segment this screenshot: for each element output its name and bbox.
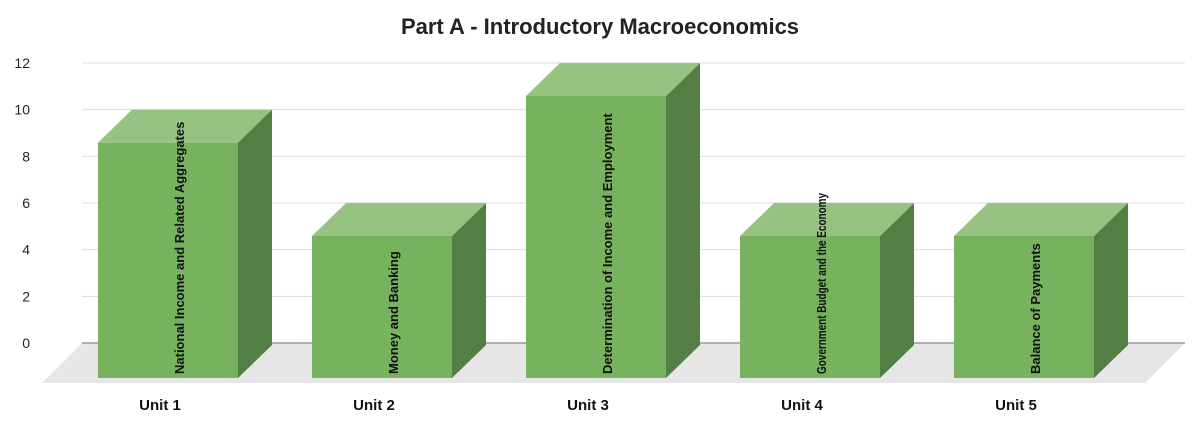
bar-2 [312, 203, 486, 378]
bar-3 [526, 63, 700, 378]
bar-side-face [1094, 203, 1128, 378]
bar-data-label: Balance of Payments [1028, 243, 1043, 374]
y-tick-label: 10 [14, 102, 30, 118]
bar-top-face [312, 203, 486, 236]
y-tick-label: 4 [22, 242, 30, 258]
chart-title: Part A - Introductory Macroeconomics [400, 14, 800, 39]
x-tick-label: Unit 1 [139, 397, 181, 414]
x-tick-label: Unit 4 [781, 397, 823, 414]
bar-side-face [666, 63, 700, 378]
bar-4 [740, 203, 914, 378]
bar-5 [954, 203, 1128, 378]
bar-data-label: Determination of Income and Employment [600, 113, 615, 374]
bar-front-face [740, 236, 880, 378]
bar-side-face [880, 203, 914, 378]
bar-top-face [98, 109, 272, 143]
y-tick-label: 12 [14, 55, 30, 71]
bar-data-label: Government Budget and the Economy [814, 192, 829, 374]
bar-data-label: Money and Banking [386, 251, 401, 374]
x-tick-label: Unit 5 [995, 397, 1037, 414]
bar-data-label: National Income and Related Aggregates [172, 122, 187, 374]
bar-top-face [526, 63, 700, 96]
bar-front-face [98, 142, 238, 378]
bar-top-face [954, 203, 1128, 236]
bar-front-face [954, 236, 1094, 378]
x-tick-label: Unit 2 [353, 397, 395, 414]
bar-side-face [452, 203, 486, 378]
bar-front-face [526, 96, 666, 378]
y-tick-label: 2 [22, 288, 30, 304]
y-tick-label: 0 [22, 335, 30, 351]
bar-side-face [238, 109, 272, 379]
bar-top-face [740, 203, 914, 236]
y-tick-label: 6 [22, 195, 30, 211]
bar-1 [98, 109, 272, 379]
bar-front-face [312, 236, 452, 378]
y-tick-label: 8 [22, 148, 30, 164]
x-tick-label: Unit 3 [567, 397, 609, 414]
